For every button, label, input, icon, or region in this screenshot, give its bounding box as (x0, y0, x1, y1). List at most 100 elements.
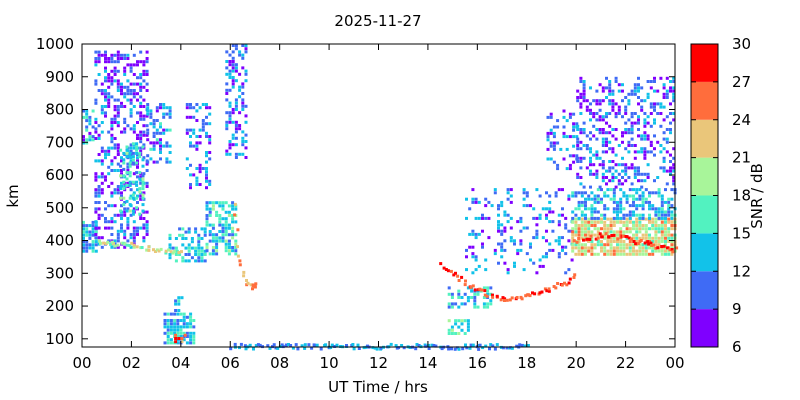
echo-point (653, 153, 656, 157)
echo-point (503, 248, 507, 252)
echo-point (221, 226, 225, 230)
x-tick-label: 20 (567, 354, 586, 372)
echo-point (126, 207, 130, 211)
echo-point (577, 224, 581, 227)
echo-point (432, 344, 436, 347)
echo-point (183, 333, 187, 337)
echo-point (486, 302, 490, 306)
echo-point (139, 197, 143, 201)
echo-point (136, 60, 139, 64)
echo-point (624, 105, 628, 109)
echo-point (477, 232, 481, 236)
echo-point (189, 338, 193, 342)
echo-point (641, 249, 645, 253)
echo-point (197, 233, 201, 237)
echo-point (238, 127, 242, 131)
echo-point (643, 179, 647, 183)
echo-point (145, 223, 149, 227)
echo-point (231, 214, 235, 217)
echo-point (670, 213, 674, 217)
echo-point (598, 163, 602, 167)
echo-point (104, 76, 107, 80)
echo-point (224, 223, 228, 227)
echo-point (136, 226, 139, 230)
echo-point (94, 201, 98, 204)
echo-point (617, 108, 621, 112)
echo-point (189, 141, 192, 145)
echo-point (576, 144, 580, 147)
echo-point (468, 245, 472, 249)
echo-point (116, 229, 120, 233)
echo-point (574, 217, 578, 221)
echo-point (94, 159, 98, 163)
echo-point (142, 130, 146, 134)
echo-point (651, 217, 655, 221)
echo-point (649, 144, 653, 147)
echo-point (471, 343, 475, 347)
echo-point (596, 233, 600, 237)
echo-point (145, 89, 149, 92)
echo-point (236, 228, 240, 232)
echo-point (107, 165, 111, 169)
echo-point (561, 213, 564, 217)
echo-point (203, 253, 207, 256)
echo-point (657, 243, 661, 247)
echo-point (643, 112, 647, 115)
echo-point (646, 80, 650, 83)
echo-point (600, 246, 603, 250)
echo-point (633, 144, 637, 147)
echo-point (593, 252, 597, 256)
echo-point (139, 101, 143, 105)
echo-point (132, 229, 136, 233)
echo-point (139, 111, 143, 115)
echo-point (94, 230, 98, 234)
echo-point (585, 105, 589, 109)
echo-point (198, 183, 202, 186)
echo-point (644, 249, 648, 253)
echo-point (500, 204, 504, 208)
echo-point (571, 246, 575, 250)
echo-point (139, 130, 143, 134)
echo-point (603, 213, 607, 217)
echo-point (596, 216, 600, 220)
echo-point (648, 204, 651, 208)
echo-point (656, 140, 660, 144)
echo-point (135, 196, 139, 200)
echo-point (601, 179, 605, 183)
echo-point (644, 243, 648, 247)
echo-point (215, 239, 219, 243)
y-tick-label: 500 (45, 199, 74, 217)
echo-point (141, 145, 145, 149)
echo-point (648, 194, 651, 198)
echo-point (142, 60, 146, 64)
echo-point (660, 197, 664, 201)
echo-point (176, 319, 180, 322)
echo-point (189, 325, 193, 329)
echo-point (208, 157, 212, 161)
echo-point (635, 227, 639, 231)
echo-point (116, 243, 120, 247)
echo-point (662, 105, 666, 109)
echo-point (513, 264, 516, 268)
echo-point (471, 252, 475, 256)
echo-point (100, 213, 104, 217)
echo-point (503, 210, 507, 214)
echo-point (104, 111, 107, 115)
echo-point (500, 245, 504, 249)
echo-point (231, 204, 235, 208)
echo-point (488, 347, 491, 351)
echo-point (628, 194, 632, 198)
y-tick-label: 700 (45, 133, 74, 151)
echo-point (215, 210, 219, 214)
echo-point (593, 194, 597, 198)
echo-point (194, 259, 198, 263)
echo-point (215, 233, 219, 237)
echo-point (100, 162, 104, 166)
echo-point (195, 167, 199, 170)
echo-point (185, 322, 189, 326)
echo-point (627, 166, 631, 170)
echo-point (516, 220, 520, 224)
echo-point (589, 234, 593, 238)
echo-point (611, 99, 615, 103)
echo-point (139, 140, 143, 144)
